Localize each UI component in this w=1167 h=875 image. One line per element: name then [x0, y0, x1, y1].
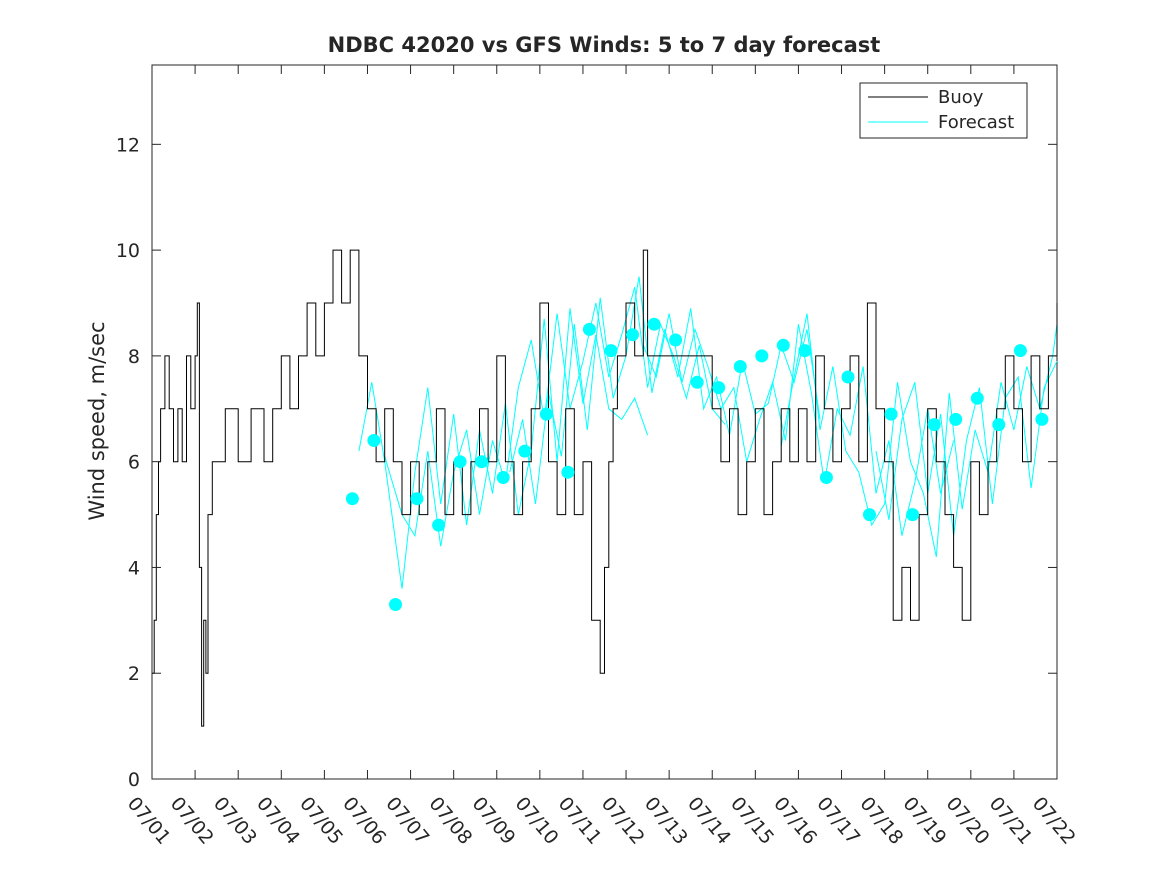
legend: Buoy Forecast [859, 82, 1028, 139]
legend-label-buoy: Buoy [938, 87, 984, 108]
forecast-point [432, 518, 446, 532]
x-tick-label: 07/01 [123, 793, 175, 849]
forecast-point [496, 471, 510, 484]
x-tick-label: 07/15 [726, 793, 778, 849]
forecast-point [453, 455, 467, 469]
x-tick-label: 07/06 [338, 793, 390, 849]
forecast-point [669, 333, 683, 347]
buoy-line [152, 249, 1058, 727]
forecast-point [970, 391, 984, 405]
x-tick-label: 07/14 [683, 793, 735, 849]
x-tick-label: 07/12 [597, 793, 649, 849]
x-tick-label: 07/17 [812, 793, 864, 849]
x-tick-label: 07/07 [381, 793, 433, 849]
x-tick-label: 07/08 [424, 793, 476, 849]
forecast-point [539, 407, 553, 421]
forecast-points [345, 317, 1049, 611]
y-tick-label: 8 [128, 346, 140, 368]
legend-box [859, 82, 1028, 139]
forecast-point [690, 375, 704, 389]
x-tick-label: 07/16 [769, 793, 821, 849]
forecast-point [733, 360, 747, 373]
forecast-point [776, 338, 790, 352]
forecast-point [863, 508, 876, 522]
x-tick-label: 07/13 [640, 793, 692, 849]
forecast-point [841, 370, 855, 384]
forecast-point [1013, 344, 1027, 358]
forecast-point [884, 407, 898, 421]
x-tick-label: 07/10 [511, 793, 563, 849]
y-tick-label: 4 [128, 557, 140, 579]
forecast-point [518, 444, 532, 458]
forecast-point [992, 418, 1006, 432]
chart-title: NDBC 42020 vs GFS Winds: 5 to 7 day fore… [328, 33, 881, 57]
forecast-point [906, 508, 920, 522]
x-tick-label: 07/21 [985, 793, 1037, 849]
buoy-series-line [152, 249, 1058, 727]
y-tick-label: 0 [128, 769, 140, 791]
forecast-point [949, 412, 963, 426]
forecast-point [561, 465, 575, 479]
legend-label-forecast: Forecast [938, 112, 1014, 133]
x-tick-label: 07/03 [209, 793, 261, 849]
forecast-point [712, 381, 726, 395]
x-tick-label: 07/20 [942, 793, 994, 849]
forecast-point [755, 349, 769, 363]
plot-area [151, 64, 1058, 780]
x-tick-label: 07/09 [468, 793, 520, 849]
forecast-point [604, 344, 618, 358]
x-tick-label: 07/05 [295, 793, 347, 849]
x-tick-label: 07/11 [554, 793, 606, 849]
x-tick-label: 07/22 [1028, 793, 1080, 849]
forecast-point [626, 328, 639, 342]
forecast-point [582, 322, 596, 336]
forecast-run-line [642, 313, 955, 536]
forecast-point [1035, 412, 1049, 426]
y-tick-label: 10 [116, 240, 140, 262]
y-tick-label: 12 [116, 134, 140, 156]
y-tick-label: 6 [128, 452, 140, 474]
y-axis: 0 2 4 6 8 10 12 [116, 134, 1057, 791]
forecast-run-line [875, 360, 1058, 536]
x-tick-label: 07/18 [855, 793, 907, 849]
y-tick-label: 2 [128, 663, 140, 685]
forecast-point [927, 418, 941, 432]
forecast-point [345, 492, 359, 506]
x-tick-label: 07/19 [898, 793, 950, 849]
forecast-point [819, 471, 833, 484]
forecast-point [367, 434, 381, 447]
forecast-point [475, 455, 489, 469]
forecast-run-line [509, 276, 821, 505]
forecast-point [647, 317, 661, 331]
y-axis-label: Wind speed, m/sec [85, 321, 109, 520]
x-tick-label: 07/04 [252, 793, 304, 849]
forecast-point [389, 598, 402, 611]
forecast-point [798, 344, 812, 358]
x-tick-label: 07/02 [166, 793, 218, 849]
forecast-point [410, 492, 424, 506]
